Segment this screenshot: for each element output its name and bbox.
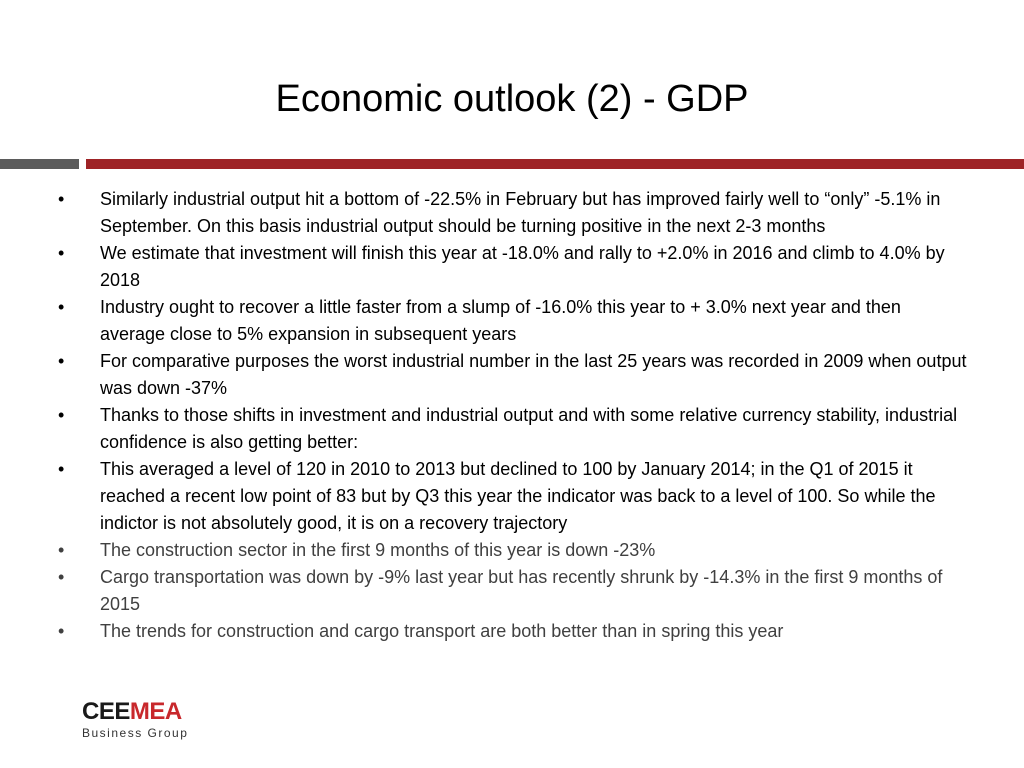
bullet-dot: •	[58, 243, 65, 263]
bullet-text: Thanks to those shifts in investment and…	[100, 405, 958, 452]
bullet-text: Similarly industrial output hit a bottom…	[100, 189, 941, 236]
bullet-item: • Thanks to those shifts in investment a…	[58, 402, 968, 456]
bullet-item: • Cargo transportation was down by -9% l…	[58, 564, 968, 618]
bullet-dot: •	[58, 540, 65, 560]
logo-wordmark-dark: CEE	[82, 698, 130, 725]
bullet-dot: •	[58, 189, 65, 209]
bullet-item: • Similarly industrial output hit a bott…	[58, 186, 968, 240]
bullet-item: • This averaged a level of 120 in 2010 t…	[58, 456, 968, 537]
bullet-text: Industry ought to recover a little faste…	[100, 297, 901, 344]
bullet-text: The trends for construction and cargo tr…	[100, 621, 784, 641]
bullet-text: Cargo transportation was down by -9% las…	[100, 567, 943, 614]
bullet-dot: •	[58, 351, 65, 371]
bullet-dot: •	[58, 567, 65, 587]
bullet-text: The construction sector in the first 9 m…	[100, 540, 656, 560]
bullet-dot: •	[58, 405, 65, 425]
logo-tagline: Business Group	[82, 726, 189, 740]
logo-wordmark: CEEMEA	[82, 700, 232, 724]
bullet-item: • We estimate that investment will finis…	[58, 240, 968, 294]
bullet-item: • The construction sector in the first 9…	[58, 537, 968, 564]
ceemea-logo: CEEMEA Business Group	[82, 700, 232, 742]
bullet-item: • For comparative purposes the worst ind…	[58, 348, 968, 402]
bullet-list: • Similarly industrial output hit a bott…	[58, 186, 968, 645]
divider-grey	[0, 159, 79, 169]
logo-wordmark-accent: MEA	[129, 698, 182, 725]
bullet-text: This averaged a level of 120 in 2010 to …	[100, 459, 936, 533]
divider-red	[86, 159, 1024, 169]
bullet-text: We estimate that investment will finish …	[100, 243, 945, 290]
bullet-dot: •	[58, 459, 65, 479]
bullet-item: • The trends for construction and cargo …	[58, 618, 968, 645]
bullet-dot: •	[58, 297, 65, 317]
slide-title: Economic outlook (2) - GDP	[275, 78, 749, 120]
bullet-item: • Industry ought to recover a little fas…	[58, 294, 968, 348]
bullet-dot: •	[58, 621, 65, 641]
bullet-text: For comparative purposes the worst indus…	[100, 351, 967, 398]
